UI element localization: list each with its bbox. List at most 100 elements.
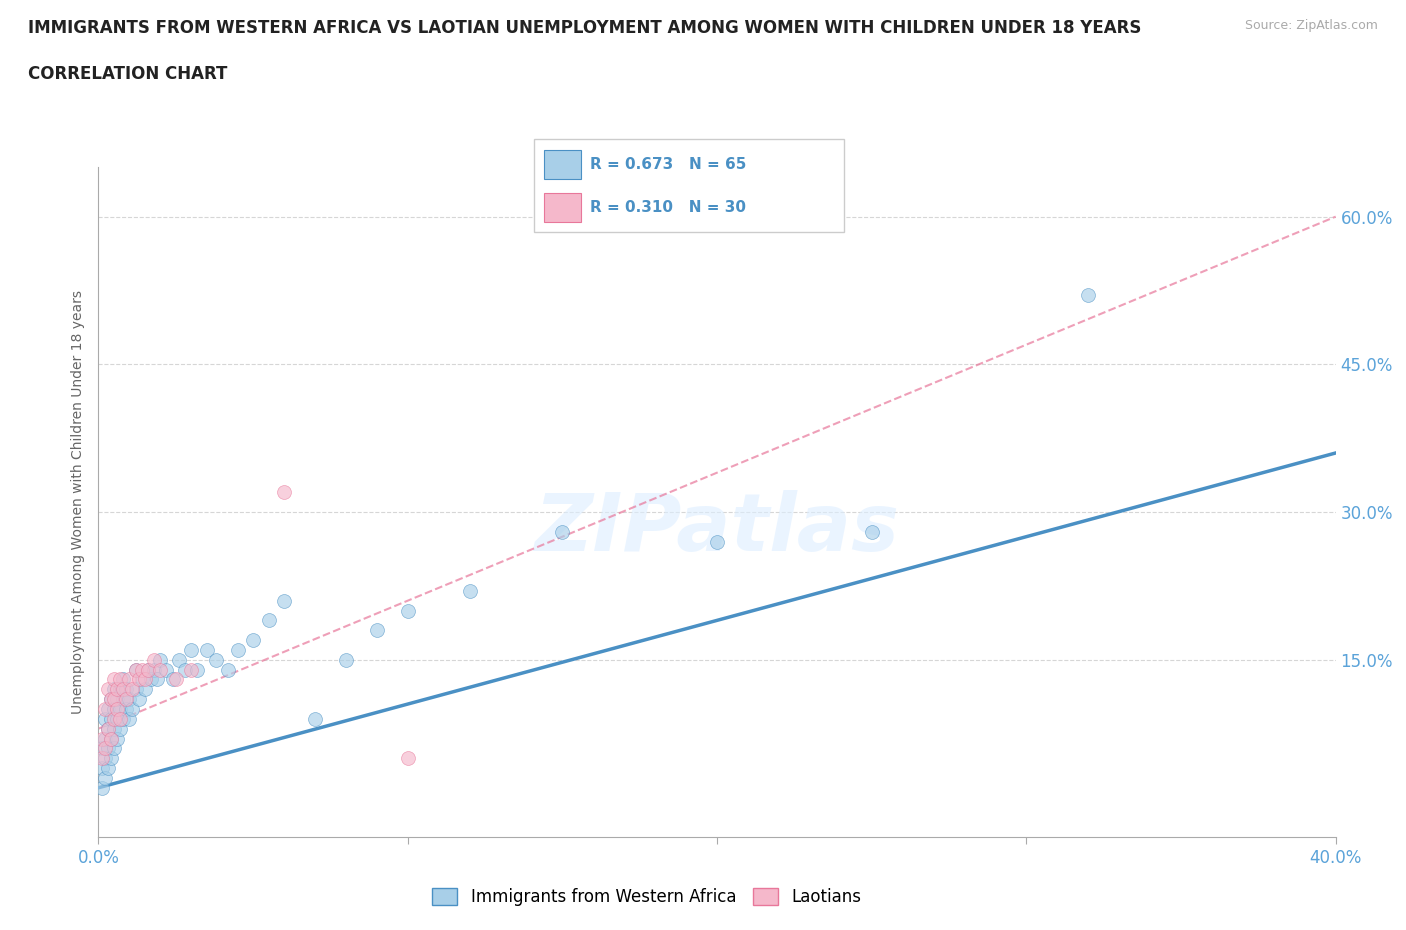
Point: [103, 682, 125, 697]
Point: [131, 662, 153, 677]
Point: [90, 761, 112, 776]
Point: [146, 672, 169, 687]
Point: [128, 692, 150, 707]
Point: [165, 672, 187, 687]
Point: [257, 613, 280, 628]
Point: [97, 722, 120, 737]
Point: [143, 662, 166, 677]
Point: [100, 731, 122, 746]
Point: [396, 603, 419, 618]
Text: ZIPatlas: ZIPatlas: [534, 490, 900, 568]
Point: [124, 662, 146, 677]
Point: [273, 593, 295, 608]
Point: [706, 534, 728, 549]
Point: [105, 701, 128, 716]
Point: [551, 525, 574, 539]
Point: [112, 711, 135, 726]
Point: [103, 692, 125, 707]
Point: [143, 652, 166, 667]
Point: [100, 692, 122, 707]
Point: [103, 701, 125, 716]
Point: [155, 662, 177, 677]
Point: [93, 770, 115, 785]
Text: CORRELATION CHART: CORRELATION CHART: [28, 65, 228, 83]
Point: [174, 662, 197, 677]
Point: [335, 652, 357, 667]
Point: [100, 731, 122, 746]
Point: [103, 722, 125, 737]
Point: [136, 662, 159, 677]
Point: [242, 632, 264, 647]
Point: [149, 662, 172, 677]
Point: [97, 741, 120, 756]
Point: [105, 731, 128, 746]
Point: [115, 682, 138, 697]
Point: [128, 672, 150, 687]
Point: [121, 682, 143, 697]
Point: [100, 751, 122, 765]
Point: [121, 701, 143, 716]
Point: [105, 692, 128, 707]
Point: [458, 583, 481, 598]
Point: [93, 731, 115, 746]
Bar: [544, 150, 581, 179]
Text: IMMIGRANTS FROM WESTERN AFRICA VS LAOTIAN UNEMPLOYMENT AMONG WOMEN WITH CHILDREN: IMMIGRANTS FROM WESTERN AFRICA VS LAOTIA…: [28, 19, 1142, 36]
Point: [90, 751, 112, 765]
Point: [103, 711, 125, 726]
Point: [167, 652, 190, 667]
Point: [118, 672, 141, 687]
Point: [93, 741, 115, 756]
Point: [97, 682, 120, 697]
Point: [108, 682, 131, 697]
Point: [97, 722, 120, 737]
Point: [136, 662, 159, 677]
Point: [134, 672, 156, 687]
Point: [90, 731, 112, 746]
Point: [205, 652, 228, 667]
Point: [90, 780, 112, 795]
Point: [108, 701, 131, 716]
Point: [180, 662, 202, 677]
Point: [97, 761, 120, 776]
Point: [1077, 288, 1099, 303]
Point: [112, 682, 135, 697]
Point: [115, 701, 138, 716]
Point: [124, 682, 146, 697]
Bar: [544, 193, 581, 222]
Point: [112, 672, 135, 687]
Point: [180, 643, 202, 658]
Point: [118, 692, 141, 707]
Text: R = 0.673   N = 65: R = 0.673 N = 65: [591, 157, 747, 172]
Point: [149, 652, 172, 667]
Point: [273, 485, 295, 499]
Point: [118, 711, 141, 726]
Point: [112, 692, 135, 707]
Point: [304, 711, 326, 726]
Point: [131, 672, 153, 687]
Point: [860, 525, 883, 539]
Text: Source: ZipAtlas.com: Source: ZipAtlas.com: [1244, 19, 1378, 32]
Point: [100, 692, 122, 707]
Point: [108, 672, 131, 687]
Point: [217, 662, 239, 677]
Legend: Immigrants from Western Africa, Laotians: Immigrants from Western Africa, Laotians: [426, 881, 868, 912]
Point: [186, 662, 208, 677]
Point: [115, 692, 138, 707]
Point: [90, 741, 112, 756]
Point: [103, 741, 125, 756]
Y-axis label: Unemployment Among Women with Children Under 18 years: Unemployment Among Women with Children U…: [72, 290, 86, 714]
Point: [97, 701, 120, 716]
Text: R = 0.310   N = 30: R = 0.310 N = 30: [591, 200, 747, 215]
Point: [103, 672, 125, 687]
Point: [93, 701, 115, 716]
FancyBboxPatch shape: [534, 140, 844, 232]
Point: [366, 623, 388, 638]
Point: [105, 682, 128, 697]
Point: [226, 643, 249, 658]
Point: [105, 711, 128, 726]
Point: [93, 711, 115, 726]
Point: [139, 672, 162, 687]
Point: [396, 751, 419, 765]
Point: [195, 643, 218, 658]
Point: [108, 722, 131, 737]
